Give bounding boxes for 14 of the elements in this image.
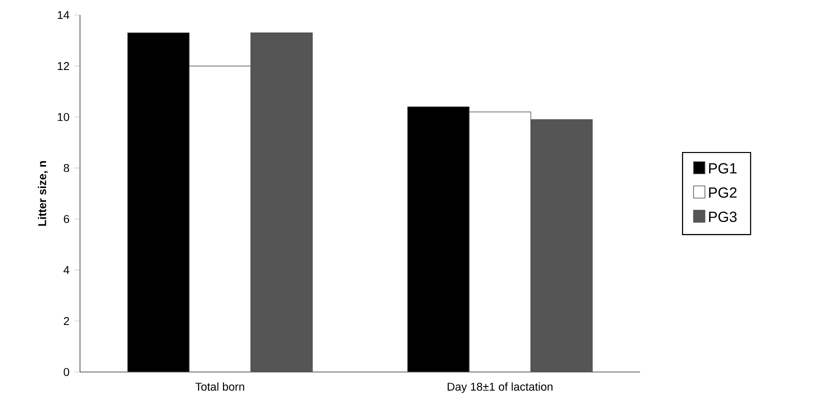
legend-label: PG2 — [709, 187, 737, 198]
y-tick-label: 8 — [64, 164, 70, 172]
legend-label: PG1 — [709, 163, 737, 174]
legend-label: PG3 — [709, 212, 737, 222]
y-axis-title: Litter size, n — [38, 161, 48, 226]
x-tick-label: Day 18±1 of lactation — [448, 382, 552, 393]
y-tick-label: 12 — [58, 62, 70, 70]
x-tick-label: Total born — [195, 382, 244, 391]
y-tick-label: 6 — [64, 215, 70, 224]
y-tick-label: 2 — [64, 317, 70, 325]
y-tick-label: 10 — [58, 112, 70, 122]
y-tick-label: 0 — [64, 368, 70, 376]
y-tick-label: 14 — [58, 11, 70, 19]
y-tick-label: 4 — [64, 266, 70, 274]
